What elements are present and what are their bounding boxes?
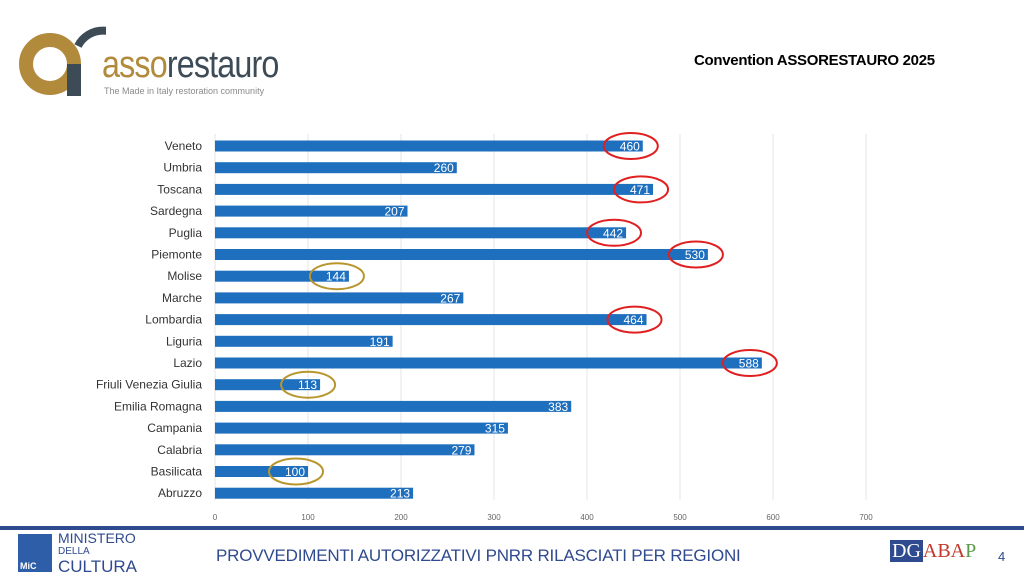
bar [215, 183, 654, 195]
bar [215, 466, 308, 477]
bar [215, 162, 457, 174]
ministry-name: MINISTERO DELLA CULTURA [58, 530, 138, 576]
data-label: 260 [434, 161, 454, 175]
assorestauro-logo-icon [19, 26, 106, 96]
category-label: Friuli Venezia Giulia [96, 378, 202, 392]
high-value-circle [606, 305, 663, 334]
data-label: 191 [370, 335, 390, 349]
category-label: Veneto [165, 139, 203, 153]
category-label: Liguria [166, 334, 202, 348]
bar [215, 444, 475, 456]
x-tick-label: 0 [213, 513, 218, 522]
bar [215, 400, 572, 412]
category-label: Marche [162, 291, 202, 305]
bar [215, 357, 762, 369]
bar [215, 335, 393, 347]
footer-divider [0, 526, 1024, 530]
category-label: Sardegna [150, 204, 202, 218]
data-label: 383 [548, 400, 568, 414]
data-label: 471 [630, 183, 650, 197]
bar [215, 292, 464, 304]
convention-title: Convention ASSORESTAURO 2025 [694, 52, 935, 69]
category-label: Campania [147, 421, 202, 435]
mic-logo-icon: MiC [18, 534, 52, 572]
category-label: Abruzzo [158, 486, 202, 500]
data-label: 588 [739, 357, 759, 371]
data-label: 530 [685, 248, 705, 262]
high-value-circle [613, 175, 670, 204]
category-label: Calabria [157, 443, 202, 457]
category-label: Puglia [169, 226, 203, 240]
high-value-circle [602, 132, 659, 160]
x-tick-label: 600 [766, 513, 780, 522]
x-tick-label: 100 [301, 513, 315, 522]
bar [215, 487, 414, 499]
low-value-circle [308, 262, 365, 291]
category-label: Toscana [157, 182, 202, 196]
x-tick-label: 700 [859, 513, 873, 522]
data-label: 460 [620, 140, 640, 154]
brand-name: assorestauro [102, 44, 279, 86]
data-label: 315 [485, 422, 505, 436]
high-value-circle [721, 349, 778, 377]
category-label: Basilicata [151, 465, 203, 479]
low-value-circle [280, 370, 337, 399]
bar [215, 422, 508, 434]
dgabap-logo: DG ABAP [890, 540, 977, 562]
data-label: 144 [326, 270, 346, 284]
category-label: Molise [167, 269, 202, 283]
x-tick-label: 400 [580, 513, 594, 522]
bar [215, 205, 408, 217]
page-number: 4 [998, 549, 1006, 564]
category-label: Piemonte [151, 248, 202, 262]
data-label: 100 [285, 465, 305, 479]
bar [215, 379, 321, 391]
data-label: 464 [623, 313, 643, 327]
bar [215, 227, 627, 239]
x-tick-label: 300 [487, 513, 501, 522]
bar [215, 249, 708, 260]
high-value-circle [586, 218, 643, 247]
bar-chart: 0 100 200 300 400 500 600 700 Veneto 460 Umbria 260… [96, 132, 873, 522]
data-label: 279 [451, 443, 471, 457]
category-label: Emilia Romagna [114, 399, 202, 413]
category-label: Umbria [163, 161, 202, 175]
x-tick-label: 500 [673, 513, 687, 522]
data-label: 267 [440, 291, 460, 305]
data-label: 113 [298, 378, 317, 392]
category-label: Lazio [173, 356, 202, 370]
data-label: 213 [390, 487, 410, 501]
bar [215, 140, 643, 152]
category-label: Lombardia [145, 313, 202, 327]
x-tick-label: 200 [394, 513, 408, 522]
low-value-circle [268, 457, 324, 486]
data-label: 442 [603, 226, 623, 240]
high-value-circle [667, 240, 724, 269]
footer-title: PROVVEDIMENTI AUTORIZZATIVI PNRR RILASCI… [216, 546, 741, 565]
tagline: The Made in Italy restoration community [104, 86, 265, 96]
data-label: 207 [384, 205, 404, 219]
bar [215, 314, 647, 326]
bar [215, 270, 349, 282]
